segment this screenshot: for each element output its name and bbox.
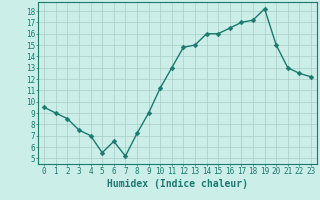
X-axis label: Humidex (Indice chaleur): Humidex (Indice chaleur): [107, 179, 248, 189]
